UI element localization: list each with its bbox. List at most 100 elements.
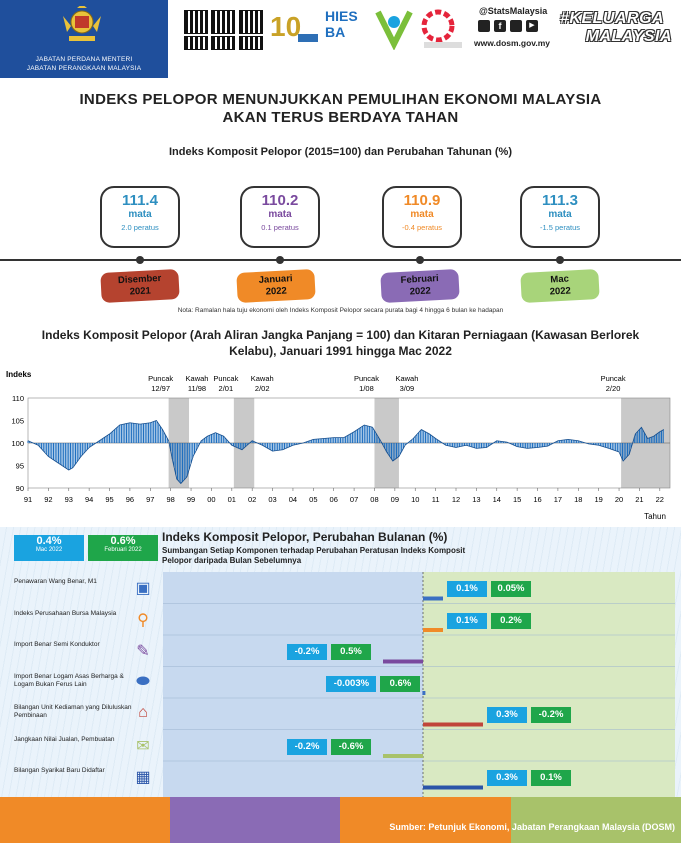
index-value: 111.4	[122, 192, 158, 209]
x-tick-label: 97	[146, 495, 154, 504]
component-chart-subtitle: Sumbangan Setiap Komponen terhadap Perub…	[162, 546, 466, 565]
svg-text:10: 10	[270, 11, 301, 42]
mar-change-chip: -0.2%	[287, 738, 327, 755]
cycle-label: Kawah	[251, 374, 274, 383]
anniversary-logo-icon: 10	[270, 11, 318, 42]
timeline-bubble: 110.9 mata -0.4 peratus	[382, 186, 462, 248]
component-icon: ✎	[136, 643, 150, 660]
x-tick-label: 22	[656, 495, 664, 504]
index-line	[27, 420, 665, 485]
org-panel: JABATAN PERDANA MENTERI JABATAN PERANGKA…	[0, 0, 168, 78]
x-tick-label: 10	[411, 495, 419, 504]
contribution-bar	[422, 691, 426, 695]
cycle-date: 3/09	[400, 384, 415, 393]
x-tick-label: 96	[126, 495, 134, 504]
y-tick-label: 90	[16, 484, 24, 493]
mar-change-chip: 0.1%	[447, 581, 487, 597]
component-icon: ✉	[136, 737, 150, 755]
contribution-bar	[423, 628, 443, 632]
y-tick-label: 110	[12, 394, 24, 403]
cycle-label: Kawah	[395, 374, 418, 383]
x-tick-label: 18	[574, 495, 582, 504]
timeline-month-label: Disember 2021	[100, 268, 180, 304]
social-handle[interactable]: @StatsMalaysia	[479, 6, 548, 16]
twitter-icon[interactable]	[510, 20, 522, 32]
main-title-line-2: AKAN TERUS BERDAYA TAHAN	[222, 109, 459, 126]
change-value: -1.5	[539, 223, 553, 232]
x-tick-label: 02	[248, 495, 256, 504]
component-chart	[163, 572, 675, 797]
cycle-date: 1/08	[359, 384, 374, 393]
x-tick-label: 99	[187, 495, 195, 504]
campaign-hashtag: #KELUARGA MALAYSIA	[560, 10, 672, 45]
x-tick-label: 17	[554, 495, 562, 504]
main-title-line-1: INDEKS PELOPOR MENUNJUKKAN PEMULIHAN EKO…	[79, 91, 602, 108]
feb-change-chip: 0.1%	[531, 770, 571, 786]
qr-code-icon	[211, 36, 235, 50]
instagram-icon[interactable]	[478, 20, 490, 32]
timeline-month-label: Januari 2022	[236, 268, 316, 304]
header-bar: JABATAN PERDANA MENTERI JABATAN PERANGKA…	[0, 0, 681, 78]
mar-change-chip: 0.3%	[487, 707, 527, 723]
crest-icon	[63, 6, 101, 41]
x-tick-label: 95	[105, 495, 113, 504]
chart-title: Indeks Komposit Pelopor (Arah Aliran Jan…	[41, 328, 640, 358]
x-tick-label: 93	[65, 495, 73, 504]
qr-code-icon	[239, 10, 263, 34]
timeline-title: Indeks Komposit Pelopor (2015=100) dan P…	[168, 146, 512, 158]
change-unit: peratus	[273, 223, 299, 232]
component-icon: ▣	[135, 580, 151, 597]
x-tick-label: 92	[44, 495, 52, 504]
census-logo-icon	[375, 10, 413, 50]
footer-bar	[0, 797, 681, 843]
index-value: 110.9	[403, 192, 441, 209]
feb-change-chip: 0.2%	[491, 612, 531, 629]
index-unit: mata	[268, 209, 292, 220]
x-tick-label: 16	[533, 495, 541, 504]
x-tick-label: 20	[615, 495, 623, 504]
x-tick-label: 05	[309, 495, 317, 504]
cycle-date: 2/20	[606, 384, 621, 393]
qr-code-icon	[184, 36, 208, 50]
youtube-icon[interactable]: ▶	[526, 20, 538, 32]
contribution-bar	[383, 754, 423, 758]
qr-code-icon	[184, 10, 208, 34]
x-tick-label: 03	[268, 495, 276, 504]
y-tick-label: 95	[16, 462, 24, 471]
change-unit: peratus	[133, 223, 159, 232]
component-label: Bilangan Syarikat Baru Didaftar	[14, 767, 105, 774]
timeline-axis	[0, 256, 681, 264]
website-link[interactable]: www.dosm.gov.my	[474, 38, 551, 48]
change-value: 2.0	[121, 223, 132, 232]
qr-code-icon	[211, 10, 235, 34]
x-tick-label: 01	[228, 495, 236, 504]
index-value: 111.3	[542, 192, 578, 209]
component-label: Jangkaan Nilai Jualan, Pembuatan	[14, 735, 115, 743]
org-line-2: JABATAN PERANGKAAN MALAYSIA	[26, 65, 142, 72]
summary-badge-feb: 0.6% Februari 2022	[88, 535, 158, 561]
mar-change-chip: 0.3%	[487, 770, 527, 786]
component-icon: ⬬	[136, 672, 150, 690]
timeline-bubble: 111.4 mata 2.0 peratus	[100, 186, 180, 248]
facebook-icon[interactable]: f	[494, 20, 506, 32]
sdg-wheel-icon	[421, 9, 462, 48]
component-icon: ▦	[135, 769, 151, 786]
hies-logo-icon: HIES BA	[325, 8, 358, 40]
x-tick-label: 09	[391, 495, 399, 504]
timeline-bubble: 111.3 mata -1.5 peratus	[520, 186, 600, 248]
x-tick-label: 94	[85, 495, 93, 504]
x-tick-label: 00	[207, 495, 215, 504]
qr-code-icon	[239, 36, 263, 50]
timeline-note: Nota: Ramalan hala tuju ekonomi oleh Ind…	[177, 307, 504, 314]
cycle-date: 12/97	[151, 384, 170, 393]
component-label: Bilangan Unit Kediaman yang Diluluskan P…	[14, 704, 132, 719]
timeline-month-label: Mac 2022	[520, 268, 600, 304]
x-tick-label: 07	[350, 495, 358, 504]
contribution-bar	[423, 596, 443, 601]
change-value: 0.1	[261, 223, 272, 232]
component-icon: ⚲	[137, 611, 149, 629]
change-value: -0.4	[401, 223, 415, 232]
contribution-bar	[423, 785, 483, 790]
index-unit: mata	[548, 209, 572, 220]
contribution-bar	[383, 659, 423, 664]
